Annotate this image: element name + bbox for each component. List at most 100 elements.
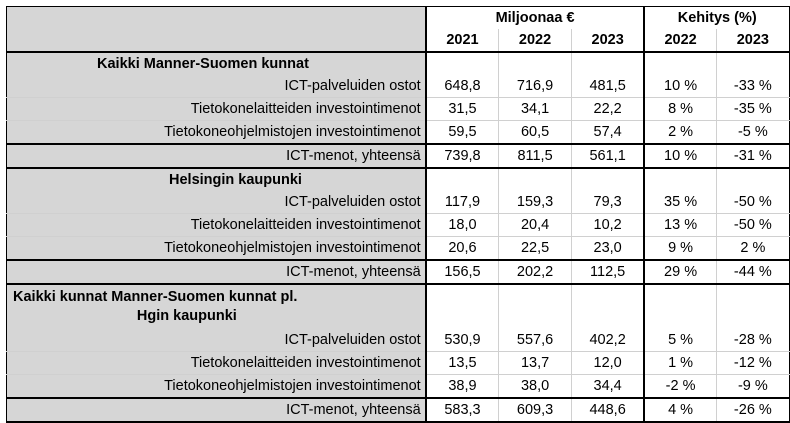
header-growth: Kehitys (%)	[644, 6, 790, 29]
total-2023: 448,6	[571, 397, 646, 423]
table-row: Tietokoneohjelmistojen investointimenot …	[5, 374, 790, 398]
header-growth-2022: 2022	[644, 29, 717, 53]
header-row-groups: Miljoonaa € Kehitys (%)	[5, 6, 790, 29]
cell-growth-2023: -9 %	[716, 374, 790, 398]
table-row: Tietokonelaitteiden investointimenot 18,…	[5, 213, 790, 237]
total-2021: 156,5	[425, 259, 500, 285]
cell-2022: 13,7	[498, 351, 572, 375]
cell-growth-2023: -5 %	[716, 120, 790, 144]
section-title: Kaikki kunnat Manner-Suomen kunnat pl. H…	[5, 284, 427, 329]
cell-2023: 23,0	[571, 236, 646, 260]
cell-2021: 117,9	[425, 191, 500, 214]
section-title-line2: Hgin kaupunki	[136, 308, 237, 324]
section-title-line1: Kaikki kunnat Manner-Suomen kunnat pl.	[13, 289, 298, 305]
cell-2021: 530,9	[425, 329, 500, 352]
row-label: Tietokonelaitteiden investointimenot	[5, 97, 427, 121]
total-row: ICT-menot, yhteensä 583,3 609,3 448,6 4 …	[5, 397, 790, 423]
cell-growth-2023: -50 %	[716, 191, 790, 214]
cell-2022: 159,3	[498, 191, 572, 214]
cell-growth-2023: -50 %	[716, 213, 790, 237]
table-row: Tietokonelaitteiden investointimenot 31,…	[5, 97, 790, 121]
total-growth-2022: 29 %	[644, 259, 717, 285]
cell-growth-2022: -2 %	[644, 374, 717, 398]
header-million-eur: Miljoonaa €	[425, 6, 646, 29]
row-label: Tietokonelaitteiden investointimenot	[5, 351, 427, 375]
header-year-2021: 2021	[425, 29, 500, 53]
header-corner	[5, 6, 427, 29]
table-row: ICT-palveluiden ostot 648,8 716,9 481,5 …	[5, 75, 790, 98]
cell-growth-2022: 2 %	[644, 120, 717, 144]
cell-2023: 402,2	[571, 329, 646, 352]
cell-2021: 20,6	[425, 236, 500, 260]
table-row: Tietokoneohjelmistojen investointimenot …	[5, 236, 790, 260]
total-2022: 202,2	[498, 259, 572, 285]
ict-spending-table: Miljoonaa € Kehitys (%) 2021 2022 2023 2…	[5, 6, 790, 423]
total-label: ICT-menot, yhteensä	[5, 397, 427, 423]
cell-growth-2023: 2 %	[716, 236, 790, 260]
cell-growth-2022: 9 %	[644, 236, 717, 260]
cell-growth-2022: 35 %	[644, 191, 717, 214]
section-title: Helsingin kaupunki	[5, 168, 427, 191]
cell-growth-2022: 13 %	[644, 213, 717, 237]
row-label: Tietokoneohjelmistojen investointimenot	[5, 374, 427, 398]
section-title: Kaikki Manner-Suomen kunnat	[5, 52, 427, 75]
cell-2021: 13,5	[425, 351, 500, 375]
cell-growth-2023: -33 %	[716, 75, 790, 98]
row-label: Tietokoneohjelmistojen investointimenot	[5, 236, 427, 260]
table-row: ICT-palveluiden ostot 530,9 557,6 402,2 …	[5, 329, 790, 352]
total-growth-2022: 10 %	[644, 143, 717, 169]
cell-growth-2022: 10 %	[644, 75, 717, 98]
total-label: ICT-menot, yhteensä	[5, 259, 427, 285]
header-year-2023: 2023	[571, 29, 646, 53]
row-label: ICT-palveluiden ostot	[5, 191, 427, 214]
cell-growth-2022: 8 %	[644, 97, 717, 121]
total-2022: 811,5	[498, 143, 572, 169]
cell-growth-2023: -35 %	[716, 97, 790, 121]
cell-growth-2022: 1 %	[644, 351, 717, 375]
table-row: Tietokonelaitteiden investointimenot 13,…	[5, 351, 790, 375]
cell-2023: 57,4	[571, 120, 646, 144]
total-2023: 112,5	[571, 259, 646, 285]
cell-2023: 10,2	[571, 213, 646, 237]
cell-2022: 60,5	[498, 120, 572, 144]
cell-2021: 59,5	[425, 120, 500, 144]
cell-2021: 31,5	[425, 97, 500, 121]
cell-growth-2023: -12 %	[716, 351, 790, 375]
header-growth-2023: 2023	[716, 29, 790, 53]
section-title-row: Kaikki Manner-Suomen kunnat	[5, 52, 790, 75]
cell-2022: 34,1	[498, 97, 572, 121]
header-year-2022: 2022	[498, 29, 572, 53]
total-2022: 609,3	[498, 397, 572, 423]
row-label: ICT-palveluiden ostot	[5, 329, 427, 352]
total-row: ICT-menot, yhteensä 739,8 811,5 561,1 10…	[5, 143, 790, 169]
total-label: ICT-menot, yhteensä	[5, 143, 427, 169]
total-2021: 739,8	[425, 143, 500, 169]
row-label: Tietokonelaitteiden investointimenot	[5, 213, 427, 237]
table-row: ICT-palveluiden ostot 117,9 159,3 79,3 3…	[5, 191, 790, 214]
total-2023: 561,1	[571, 143, 646, 169]
total-growth-2022: 4 %	[644, 397, 717, 423]
cell-2022: 22,5	[498, 236, 572, 260]
cell-2023: 79,3	[571, 191, 646, 214]
table-row: Tietokoneohjelmistojen investointimenot …	[5, 120, 790, 144]
cell-2023: 22,2	[571, 97, 646, 121]
total-growth-2023: -26 %	[716, 397, 790, 423]
cell-2021: 648,8	[425, 75, 500, 98]
cell-2022: 716,9	[498, 75, 572, 98]
cell-2023: 12,0	[571, 351, 646, 375]
row-label: ICT-palveluiden ostot	[5, 75, 427, 98]
section-title-row: Kaikki kunnat Manner-Suomen kunnat pl. H…	[5, 284, 790, 329]
cell-2023: 34,4	[571, 374, 646, 398]
cell-2021: 18,0	[425, 213, 500, 237]
row-label: Tietokoneohjelmistojen investointimenot	[5, 120, 427, 144]
cell-2022: 38,0	[498, 374, 572, 398]
header-corner-lower	[5, 29, 427, 53]
cell-2022: 20,4	[498, 213, 572, 237]
cell-growth-2023: -28 %	[716, 329, 790, 352]
cell-2021: 38,9	[425, 374, 500, 398]
total-growth-2023: -44 %	[716, 259, 790, 285]
section-title-row: Helsingin kaupunki	[5, 168, 790, 191]
cell-growth-2022: 5 %	[644, 329, 717, 352]
total-growth-2023: -31 %	[716, 143, 790, 169]
header-row-years: 2021 2022 2023 2022 2023	[5, 29, 790, 53]
